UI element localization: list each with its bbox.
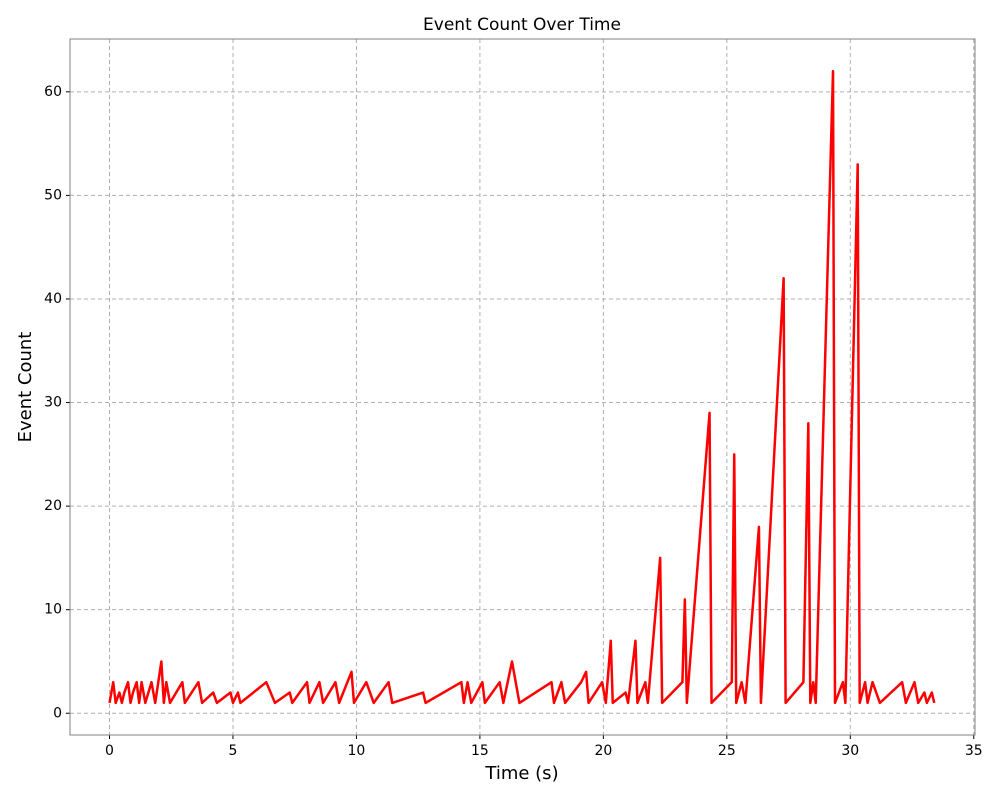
y-tick-label: 20 xyxy=(44,498,62,514)
x-tick-label: 25 xyxy=(718,743,736,759)
y-axis-label: Event Count xyxy=(15,332,36,443)
x-tick-label: 15 xyxy=(471,743,489,759)
y-tick-label: 60 xyxy=(44,84,62,100)
chart-title: Event Count Over Time xyxy=(423,15,621,35)
y-tick-label: 10 xyxy=(44,602,62,618)
plot-frame xyxy=(69,38,976,736)
x-tick-label: 10 xyxy=(348,743,366,759)
y-tick-label: 50 xyxy=(44,187,62,203)
x-tick-label: 35 xyxy=(965,743,983,759)
x-axis-label: Time (s) xyxy=(484,763,558,784)
y-tick-label: 40 xyxy=(44,291,62,307)
data-line xyxy=(108,69,936,705)
x-tick-label: 0 xyxy=(105,743,114,759)
x-tick-label: 30 xyxy=(841,743,859,759)
y-tick-label: 30 xyxy=(44,395,62,411)
y-tick-label: 0 xyxy=(53,705,62,721)
x-tick-label: 5 xyxy=(229,743,238,759)
x-tick-label: 20 xyxy=(594,743,612,759)
